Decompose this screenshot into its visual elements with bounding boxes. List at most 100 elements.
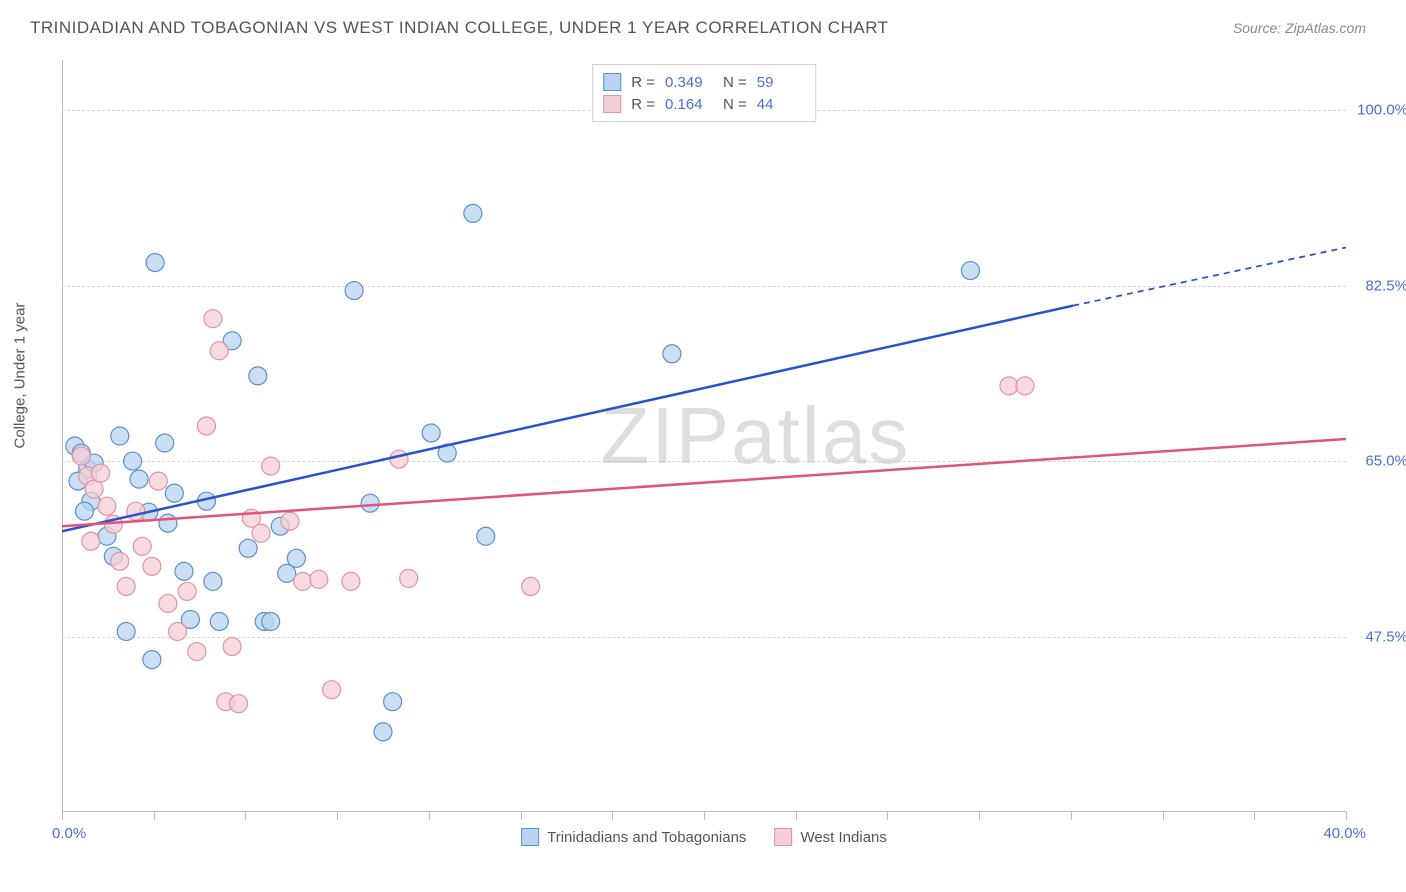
scatter-point [342, 572, 360, 590]
trend-line [62, 306, 1073, 532]
x-tick [429, 812, 430, 820]
trend-line-extrapolated [1073, 247, 1346, 305]
scatter-point [111, 427, 129, 445]
legend-item: Trinidadians and Tobagonians [521, 828, 746, 846]
x-tick [887, 812, 888, 820]
scatter-point [361, 494, 379, 512]
x-tick [521, 812, 522, 820]
scatter-point [117, 577, 135, 595]
stats-n-value: 44 [757, 96, 805, 113]
scatter-point [165, 484, 183, 502]
scatter-point [464, 204, 482, 222]
x-tick [154, 812, 155, 820]
trend-line [62, 439, 1346, 526]
x-tick [1254, 812, 1255, 820]
x-tick [796, 812, 797, 820]
scatter-point [156, 434, 174, 452]
scatter-point [230, 695, 248, 713]
x-tick [337, 812, 338, 820]
scatter-point [262, 612, 280, 630]
scatter-point [85, 480, 103, 498]
stats-n-value: 59 [757, 74, 805, 91]
stats-r-value: 0.349 [665, 74, 713, 91]
legend-swatch-icon [603, 73, 621, 91]
x-tick [62, 812, 63, 820]
scatter-point [175, 562, 193, 580]
scatter-point [127, 502, 145, 520]
scatter-point [390, 450, 408, 468]
scatter-point [323, 681, 341, 699]
scatter-point [169, 623, 187, 641]
stats-r-value: 0.164 [665, 96, 713, 113]
scatter-point [204, 572, 222, 590]
scatter-point [204, 310, 222, 328]
chart-area: 0.0% 40.0% ZIPatlas R = 0.349 N = 59 R =… [62, 60, 1346, 812]
scatter-point [111, 552, 129, 570]
scatter-point [663, 345, 681, 363]
scatter-point [384, 693, 402, 711]
scatter-point [72, 447, 90, 465]
x-tick [1163, 812, 1164, 820]
scatter-point [82, 532, 100, 550]
scatter-point [477, 527, 495, 545]
legend-swatch-icon [774, 828, 792, 846]
legend-item: West Indians [774, 828, 886, 846]
scatter-point [294, 572, 312, 590]
stats-n-label: N = [723, 74, 747, 91]
scatter-point [310, 570, 328, 588]
y-tick-label: 47.5% [1352, 628, 1406, 645]
scatter-point [287, 549, 305, 567]
legend-swatch-icon [521, 828, 539, 846]
scatter-point [159, 594, 177, 612]
scatter-point [400, 569, 418, 587]
scatter-point [130, 470, 148, 488]
x-axis-min-label: 0.0% [52, 825, 86, 842]
scatter-point [1016, 377, 1034, 395]
scatter-point [133, 537, 151, 555]
x-tick [245, 812, 246, 820]
legend-label: Trinidadians and Tobagonians [547, 829, 746, 846]
scatter-point [159, 514, 177, 532]
scatter-point [197, 417, 215, 435]
scatter-point [117, 623, 135, 641]
scatter-point [143, 557, 161, 575]
scatter-point [178, 582, 196, 600]
x-tick [979, 812, 980, 820]
scatter-point [223, 638, 241, 656]
y-tick-label: 65.0% [1352, 453, 1406, 470]
stats-r-label: R = [631, 74, 655, 91]
legend-swatch-icon [603, 95, 621, 113]
legend-label: West Indians [800, 829, 886, 846]
scatter-point [146, 254, 164, 272]
scatter-point [188, 643, 206, 661]
scatter-point [262, 457, 280, 475]
y-tick-label: 100.0% [1352, 102, 1406, 119]
scatter-plot [62, 60, 1346, 812]
scatter-point [252, 524, 270, 542]
stats-row: R = 0.349 N = 59 [603, 71, 805, 93]
scatter-point [92, 464, 110, 482]
scatter-point [281, 512, 299, 530]
scatter-point [75, 502, 93, 520]
scatter-point [124, 452, 142, 470]
stats-r-label: R = [631, 96, 655, 113]
chart-title: TRINIDADIAN AND TOBAGONIAN VS WEST INDIA… [30, 18, 889, 38]
y-axis-label: College, Under 1 year [12, 303, 29, 449]
y-tick-label: 82.5% [1352, 277, 1406, 294]
scatter-point [1000, 377, 1018, 395]
legend-bottom: Trinidadians and Tobagonians West Indian… [521, 828, 887, 846]
scatter-point [345, 282, 363, 300]
scatter-point [422, 424, 440, 442]
scatter-point [239, 539, 257, 557]
x-axis-max-label: 40.0% [1323, 825, 1366, 842]
scatter-point [98, 497, 116, 515]
scatter-point [961, 262, 979, 280]
stats-legend-box: R = 0.349 N = 59 R = 0.164 N = 44 [592, 64, 816, 122]
x-tick [704, 812, 705, 820]
x-tick [1346, 812, 1347, 820]
stats-n-label: N = [723, 96, 747, 113]
scatter-point [522, 577, 540, 595]
scatter-point [143, 651, 161, 669]
scatter-point [210, 612, 228, 630]
scatter-point [149, 472, 167, 490]
